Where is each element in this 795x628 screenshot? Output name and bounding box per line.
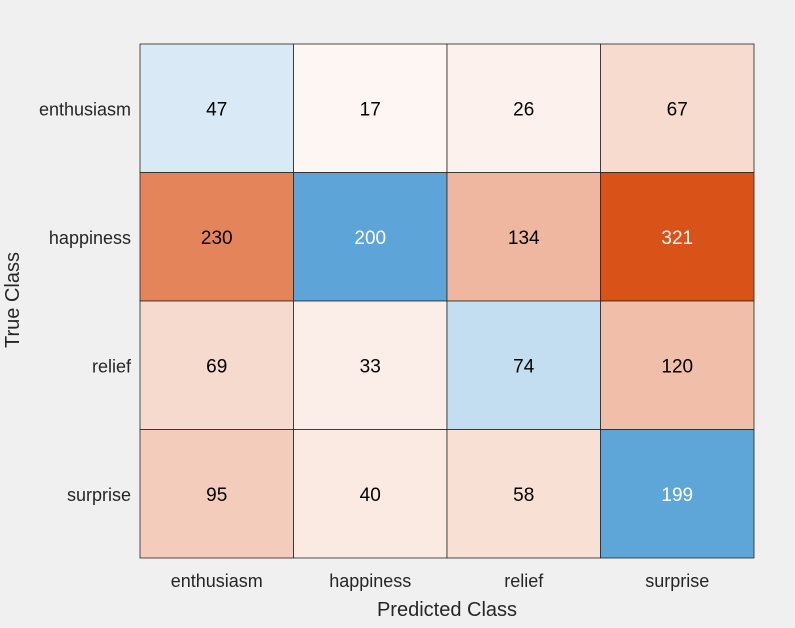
cell-value-label: 33	[360, 356, 381, 377]
cell-value-label: 67	[667, 99, 688, 120]
cell-value-label: 17	[360, 99, 381, 120]
heatmap-cell	[600, 43, 755, 173]
y-axis-label: True Class	[2, 252, 24, 348]
heatmap-cell	[293, 429, 448, 559]
x-tick-labels: enthusiasm happiness relief surprise	[171, 571, 710, 591]
heatmap-cell	[293, 172, 448, 302]
y-tick-label: enthusiasm	[39, 99, 131, 119]
x-tick-label: surprise	[645, 571, 709, 591]
cell-value-label: 321	[661, 228, 693, 249]
heatmap-cell	[139, 429, 294, 559]
cell-value-label: 26	[513, 99, 534, 120]
x-tick-label: happiness	[329, 571, 411, 591]
heatmap-cell	[600, 172, 755, 302]
cell-value-label: 74	[513, 356, 535, 377]
cell-value-label: 199	[661, 485, 693, 506]
heatmap-cell	[446, 172, 601, 302]
heatmap-cell	[446, 43, 601, 173]
y-tick-label: surprise	[67, 485, 131, 505]
x-tick-label: enthusiasm	[171, 571, 263, 591]
cell-value-label: 200	[354, 228, 386, 249]
cell-value-label: 95	[206, 485, 227, 506]
heatmap-cells: 47 17 26 67 230 200 134 321 69 33 74 120 95 40 58 199	[139, 43, 755, 559]
cell-value-label: 40	[360, 485, 381, 506]
y-tick-label: relief	[92, 356, 132, 376]
heatmap-cell	[293, 43, 448, 173]
heatmap-cell	[139, 172, 294, 302]
y-tick-labels: enthusiasm happiness relief surprise	[39, 99, 132, 505]
cell-value-label: 134	[508, 228, 540, 249]
cell-value-label: 58	[513, 485, 534, 506]
x-tick-label: relief	[504, 571, 544, 591]
cell-value-label: 230	[201, 228, 233, 249]
x-axis-label: Predicted Class	[377, 599, 517, 621]
heatmap-cell	[139, 43, 294, 173]
heatmap-cell	[293, 300, 448, 430]
y-tick-label: happiness	[49, 228, 131, 248]
heatmap-cell	[446, 429, 601, 559]
cell-value-label: 69	[206, 356, 227, 377]
cell-value-label: 47	[206, 99, 227, 120]
heatmap-cell	[600, 429, 755, 559]
cell-value-label: 120	[661, 356, 693, 377]
heatmap-cell	[600, 300, 755, 430]
